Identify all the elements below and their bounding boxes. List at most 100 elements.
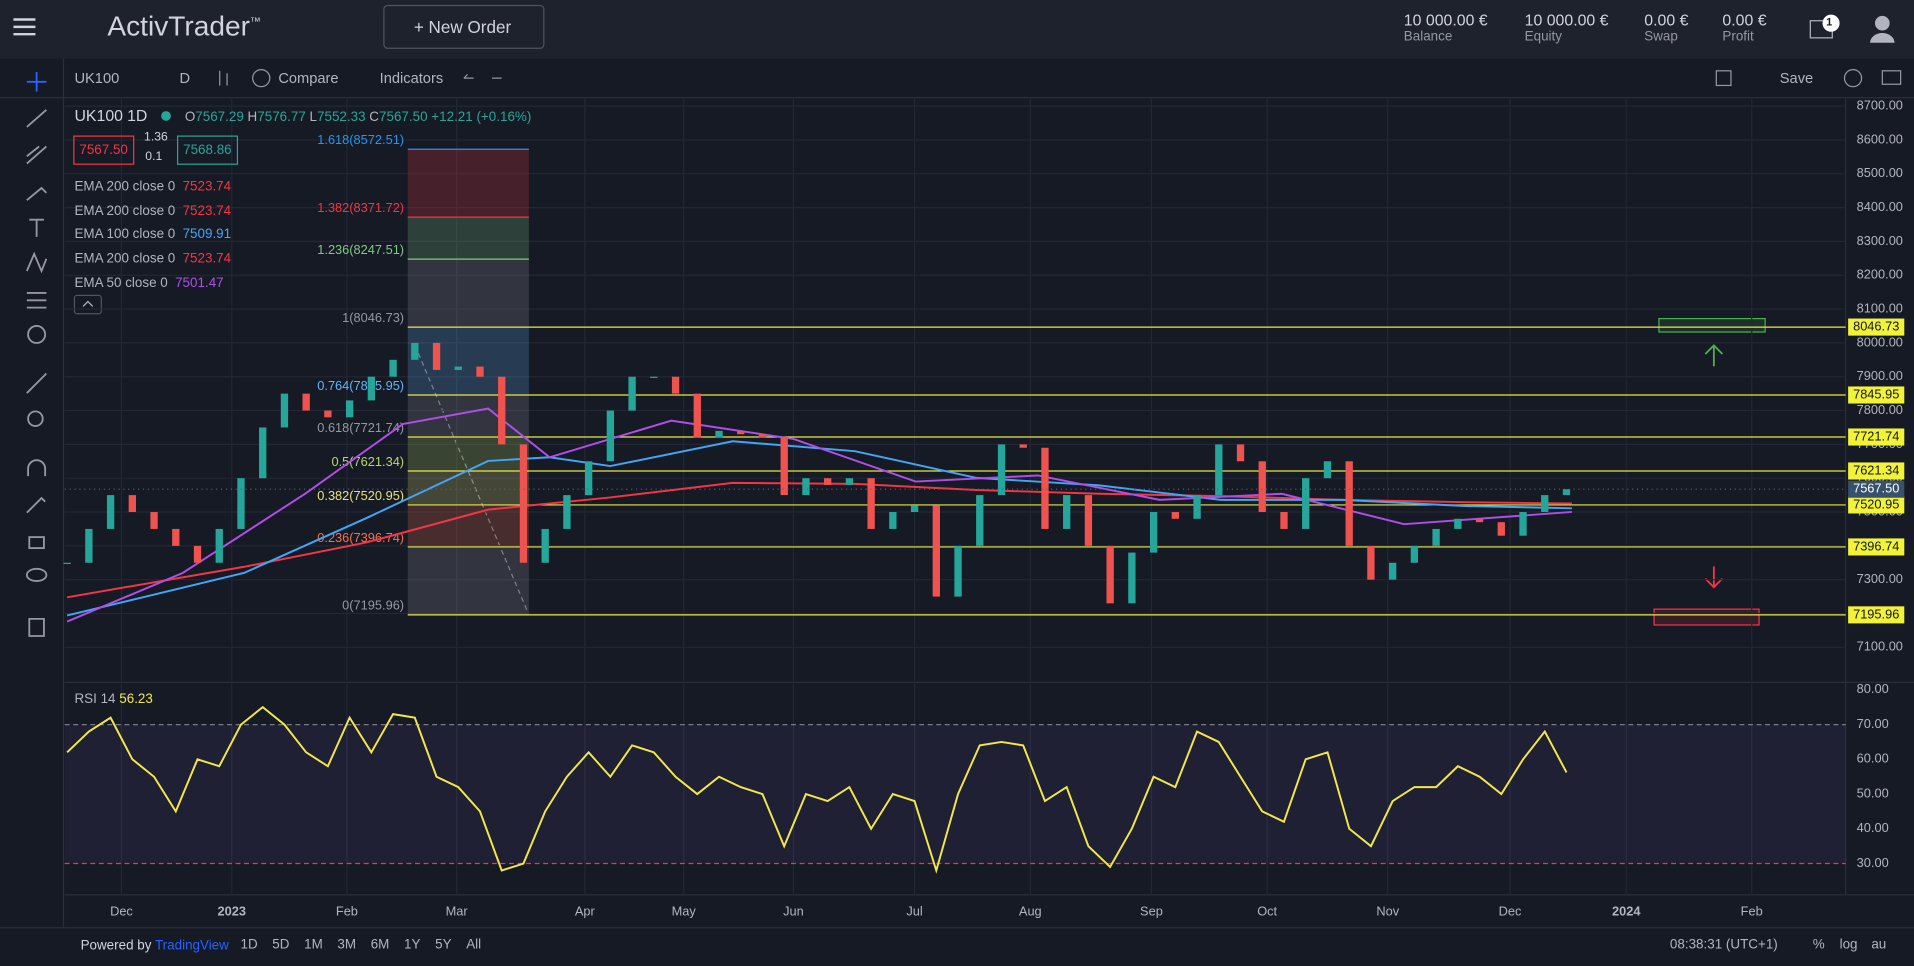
percent-toggle[interactable]: % [1812,937,1825,953]
candle [432,342,441,370]
candle [1541,495,1549,513]
rsi-value: 56.23 [119,692,153,707]
symbol[interactable]: UK100 [74,69,120,87]
indicator-value: 7523.74 [182,203,232,219]
candle [345,400,354,418]
buy-button[interactable]: 7568.86 [177,135,238,165]
x-tick-label: Feb [1741,903,1763,918]
mail-badge [1822,14,1840,32]
x-tick-label: Sep [1140,903,1163,918]
candle [1041,447,1049,529]
indicator-row: EMA 100 close 0 7509.91 [74,224,231,248]
price-tag-bg [1848,496,1905,514]
indicators[interactable]: Indicators [379,69,444,87]
candle [802,478,810,496]
indicator-name: EMA 200 close 0 [74,179,176,195]
y-tick-label: 80.00 [1857,681,1889,696]
avatar-body [1870,32,1895,43]
interval[interactable]: D [179,69,191,87]
candle [1519,512,1527,536]
indicator-row: EMA 200 close 0 7523.74 [74,248,231,272]
compare[interactable]: Compare [278,69,339,87]
log-toggle[interactable]: log [1839,937,1858,953]
x-tick-label: Feb [336,903,358,918]
candle [389,359,397,377]
candle [584,461,593,496]
indicator-name: EMA 100 close 0 [74,227,176,243]
fib-band [407,149,529,218]
candle [737,430,745,435]
candle [215,528,223,563]
candle [1367,545,1375,580]
indicator-name: EMA 200 close 0 [74,203,176,219]
candle [1258,461,1266,513]
toolbar-bg [0,58,1914,98]
indicator-name: EMA 200 close 0 [74,251,176,267]
fib-label: 0.618(7721.74) [317,420,404,435]
candle [1215,444,1223,496]
range-button[interactable]: 1Y [404,937,421,953]
indicator-value: 7501.47 [175,275,224,291]
indicator-value: 7509.91 [182,227,232,243]
ohlc-value: 7552.33 [317,109,366,125]
range-button[interactable]: 6M [370,937,390,953]
avatar[interactable] [1874,15,1890,31]
ohlc-value: 7567.29 [195,109,244,125]
sell-button[interactable]: 7567.50 [73,135,134,165]
new-order-button[interactable] [383,4,545,49]
price-tag: 7396.74 [1853,538,1899,553]
new-order-label: New Order [428,17,512,37]
y-tick-label: 30.00 [1857,855,1889,870]
toolbar-icons[interactable] [219,68,1902,88]
x-tick-label: Jun [783,903,804,918]
candle [172,528,180,546]
range-button[interactable]: 1M [304,937,323,953]
y-tick-label: 8300.00 [1857,233,1903,248]
candle [411,342,419,360]
x-tick-label: 2024 [1612,903,1641,918]
stat[interactable]: 0.00 € Profit [1722,11,1766,44]
collapse-button[interactable] [73,294,102,315]
range-button[interactable]: All [466,937,482,953]
tool-icons[interactable] [25,72,48,637]
range-button[interactable]: 3M [337,937,357,953]
price-tag: 7195.96 [1853,606,1899,621]
candle [1149,512,1158,553]
candle [519,444,528,563]
candle [324,410,332,418]
price-tag-bg [1848,606,1905,624]
powered-text: Powered by [80,938,152,954]
fib-band [407,259,529,328]
candle [1454,518,1462,529]
candle [1019,444,1027,448]
x-tick-label: Dec [110,903,133,918]
stat-label: Profit [1722,29,1754,44]
clock: 08:38:31 (UTC+1) [1669,937,1778,953]
range-button[interactable]: 1D [240,937,258,953]
range-button[interactable]: 5Y [435,937,452,953]
fib-label: 0.382(7520.95) [317,488,404,503]
candle [715,430,723,438]
y-tick-label: 8500.00 [1857,165,1903,180]
fib-band [407,327,529,396]
stat-label: Balance [1403,29,1453,44]
last-price-bg [1848,480,1905,498]
brand[interactable]: TradingView [154,938,229,954]
ohlc: O7567.29 H7576.77 L7552.33 C7567.50 +12.… [185,110,532,125]
candle [1497,522,1505,536]
auto-toggle[interactable]: au [1871,937,1887,953]
range-button[interactable]: 5D [272,937,290,953]
stat-value: 10 000.00 € [1403,10,1488,30]
new-order[interactable]: + New Order [413,17,512,37]
mail-count: 1 [1826,15,1833,29]
candle [85,528,93,563]
logo-mark: ™ [249,15,261,28]
candle [150,512,158,529]
y-tick-label: 7300.00 [1857,571,1903,586]
menu-icon[interactable] [13,18,36,36]
save[interactable]: Save [1779,69,1814,87]
candle [758,434,767,438]
indicator-row: EMA 50 close 0 7501.47 [74,272,231,296]
x-tick-label: Aug [1019,903,1042,918]
y-tick-label: 7900.00 [1857,368,1903,383]
